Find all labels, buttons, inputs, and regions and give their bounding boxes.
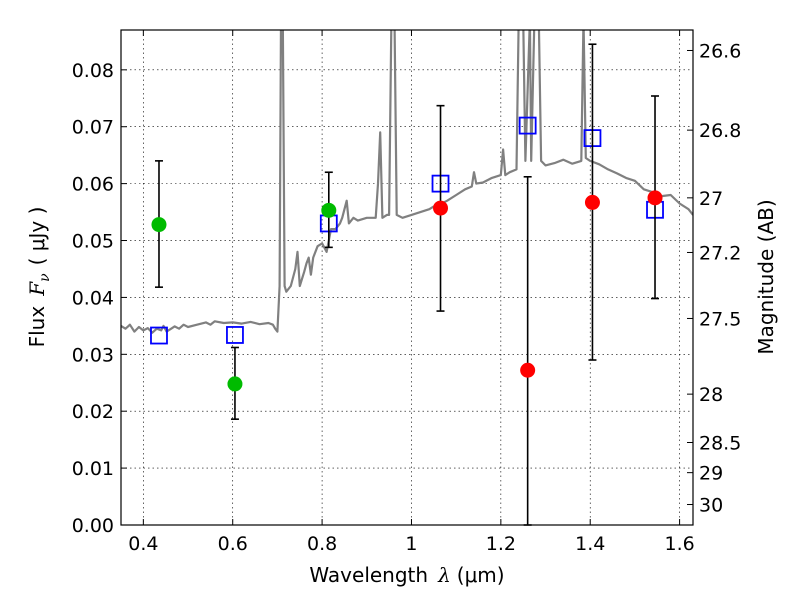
y2-tick-label: 26.8: [699, 120, 741, 142]
y2-axis-label: Magnitude (AB): [754, 199, 778, 354]
plot-background: [121, 30, 693, 525]
y2-tick-label: 26.6: [699, 40, 741, 62]
y2-tick-label: 29: [699, 463, 723, 485]
y-tick-label: 0.00: [72, 515, 114, 537]
x-axis-label-text: Wavelength: [309, 563, 428, 587]
y-tick-label: 0.01: [72, 458, 114, 480]
measured-point: [584, 194, 600, 210]
model-photometry-square: [150, 326, 168, 345]
data-layer: [121, 30, 693, 334]
y-tick-label: 0.04: [72, 287, 114, 309]
x-tick-label: 0.6: [218, 533, 248, 555]
measured-point: [433, 200, 449, 216]
measured-point: [151, 217, 167, 233]
x-axis-label: Wavelength λ (μm): [309, 563, 504, 587]
y2-tick-label: 28.5: [699, 433, 741, 455]
spectrum-line: [121, 30, 693, 334]
y-tick-label: 0.06: [72, 174, 114, 196]
y-tick-label: 0.07: [72, 117, 114, 139]
x-tick-label: 0.4: [128, 533, 158, 555]
measured-point: [520, 362, 536, 378]
y-tick-label: 0.03: [72, 344, 114, 366]
plot-frame: [120, 29, 694, 526]
y-axis-label: FluxFν( μJy ): [25, 207, 53, 348]
x-tick-label: 1: [405, 533, 417, 555]
model-photometry-square: [226, 326, 244, 344]
ticks: 0.4 0.6 0.8 1 1.2 1.4 1.6 0.00 0.01 0.02 0.03 0.04 0…: [72, 30, 741, 555]
x-tick-label: 1.6: [664, 533, 694, 555]
x-tick-label: 1.2: [486, 533, 516, 555]
y2-tick-label: 27.5: [699, 308, 741, 330]
measured-point: [227, 376, 243, 392]
measured-point: [647, 190, 663, 206]
grid: [121, 30, 693, 526]
measured-point: [321, 202, 337, 218]
y2-tick-label: 28: [699, 384, 723, 406]
x-tick-label: 1.4: [575, 533, 605, 555]
points-layer: [150, 43, 664, 526]
y2-tick-label: 27.2: [699, 242, 741, 264]
x-tick-label: 0.8: [307, 533, 337, 555]
y-tick-label: 0.05: [72, 231, 114, 253]
y-tick-label: 0.08: [72, 60, 114, 82]
y-tick-label: 0.02: [72, 401, 114, 423]
y2-tick-label: 27: [699, 188, 723, 210]
model-photometry-square: [518, 116, 537, 135]
y2-tick-label: 30: [699, 495, 723, 517]
